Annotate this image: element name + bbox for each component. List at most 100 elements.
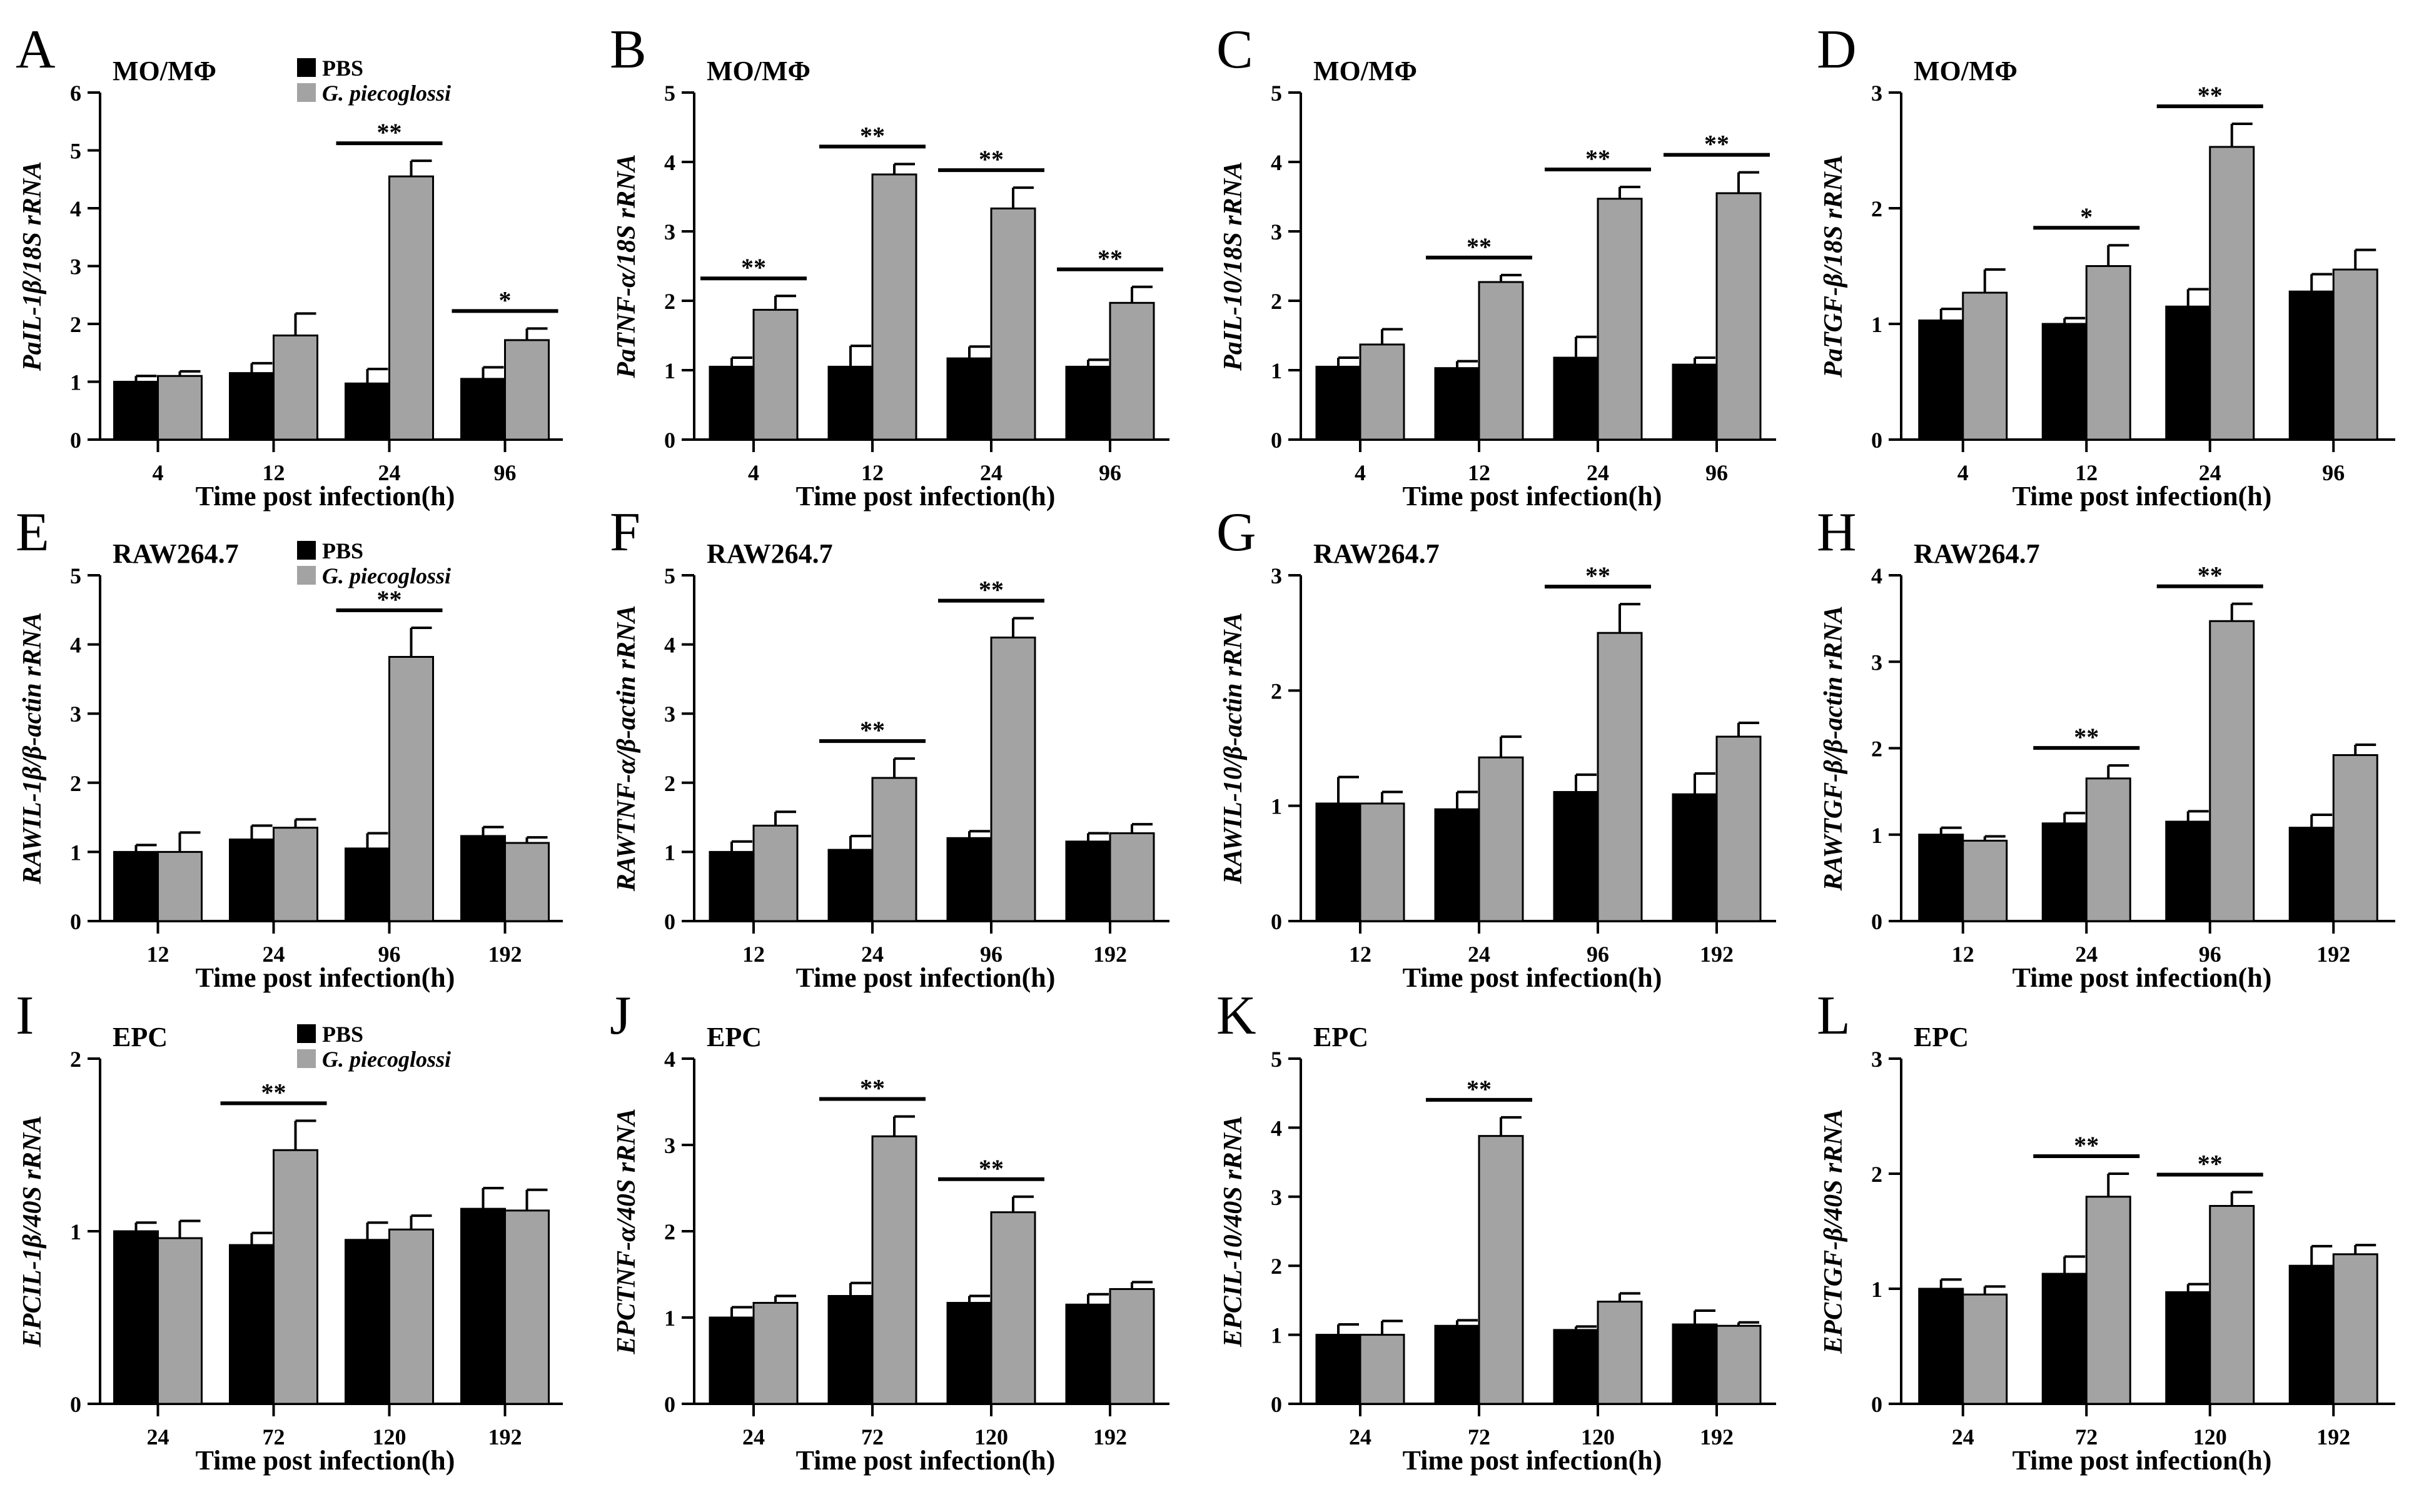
bar-infected: [2209, 620, 2255, 922]
y-tick-label: 2: [664, 289, 675, 314]
y-tick-label: 5: [664, 563, 675, 588]
x-tick-label: 12: [742, 942, 765, 967]
y-tick-label: 0: [1271, 428, 1282, 453]
bar-infected: [2332, 1253, 2378, 1405]
y-tick-label: 0: [70, 1392, 81, 1417]
y-tick-label: 3: [664, 702, 675, 727]
significance-marker: **: [261, 1078, 286, 1106]
bar-pbs: [709, 365, 755, 441]
y-tick-label: 3: [664, 1133, 675, 1158]
bar-infected: [1478, 281, 1524, 441]
y-tick-label: 4: [1271, 1116, 1282, 1141]
bar-pbs: [1672, 363, 1718, 441]
panel-letter: E: [16, 502, 49, 563]
bar-infected: [752, 308, 799, 441]
bar-pbs: [946, 357, 992, 441]
y-tick-label: 3: [1271, 1185, 1282, 1210]
bar-pbs: [460, 835, 506, 922]
y-tick-label: 1: [1871, 1277, 1882, 1302]
y-tick-label: 2: [1271, 678, 1282, 703]
bar-pbs: [1918, 1288, 1964, 1405]
panel-letter: K: [1216, 985, 1256, 1046]
panel-i: I EPC EPCIL-1β/40S rRNA 0 1 2 24 72 ** 120 192 Time…: [16, 985, 563, 1476]
bar-pbs: [1918, 834, 1964, 922]
legend-label-pbs: PBS: [322, 56, 363, 81]
bar-pbs: [946, 1302, 992, 1405]
significance-marker: **: [1467, 1075, 1492, 1103]
x-tick-label: 72: [2075, 1424, 2098, 1449]
y-tick-label: 5: [70, 563, 81, 588]
y-tick-label: 4: [664, 633, 675, 658]
y-tick-label: 0: [664, 428, 675, 453]
significance-marker: **: [741, 253, 766, 281]
x-tick-label: 4: [1957, 460, 1969, 485]
panel-title: MO/MΦ: [707, 56, 811, 86]
x-axis-label: Time post infection(h): [796, 481, 1056, 512]
y-axis-label: PaIL-1β/18S rRNA: [18, 161, 47, 371]
panel-letter: J: [610, 985, 631, 1046]
bar-infected: [1359, 802, 1405, 922]
x-tick-label: 72: [861, 1424, 884, 1449]
x-axis-label: Time post infection(h): [1403, 1445, 1662, 1476]
x-tick-label: 12: [1952, 942, 1974, 967]
x-axis-label: Time post infection(h): [196, 481, 455, 512]
significance-marker: **: [860, 716, 885, 744]
panel-title: RAW264.7: [1914, 538, 2040, 569]
bar-infected: [752, 1302, 799, 1405]
bar-infected: [273, 1149, 318, 1405]
bar-infected: [504, 1209, 550, 1405]
x-tick-label: 120: [974, 1424, 1008, 1449]
bar-pbs: [2041, 822, 2088, 922]
bar-pbs: [946, 837, 992, 922]
bar-pbs: [345, 1239, 390, 1405]
panel-letter: L: [1817, 985, 1851, 1046]
y-axis-label: EPCTGF-β/40S rRNA: [1819, 1109, 1848, 1354]
x-tick-label: 120: [2193, 1424, 2227, 1449]
bar-infected: [1109, 832, 1155, 922]
x-tick-label: 96: [2322, 460, 2345, 485]
bar-infected: [157, 850, 203, 922]
bar-infected: [1715, 192, 1762, 441]
bar-infected: [990, 1211, 1036, 1405]
bar-infected: [1597, 632, 1643, 922]
legend-label-pbs: PBS: [322, 1022, 363, 1047]
x-tick-label: 192: [1093, 1424, 1127, 1449]
x-axis-label: Time post infection(h): [2012, 1445, 2272, 1476]
panel-letter: D: [1817, 19, 1857, 80]
x-tick-label: 96: [1587, 942, 1609, 967]
bar-pbs: [1434, 367, 1480, 441]
y-axis-label: RAWIL-1β/β-actin rRNA: [18, 612, 47, 885]
y-tick-label: 1: [1871, 312, 1882, 337]
bar-pbs: [2165, 305, 2211, 441]
y-tick-label: 3: [70, 702, 81, 727]
y-tick-label: 1: [70, 840, 81, 865]
y-tick-label: 0: [1271, 1392, 1282, 1417]
y-tick-label: 2: [70, 312, 81, 337]
x-tick-label: 12: [1468, 460, 1490, 485]
bar-infected: [1715, 1324, 1762, 1405]
y-tick-label: 2: [1271, 1254, 1282, 1279]
x-tick-label: 192: [488, 942, 522, 967]
x-tick-label: 12: [263, 460, 285, 485]
significance-marker: **: [860, 121, 885, 149]
bar-infected: [1109, 1288, 1155, 1405]
x-axis-label: Time post infection(h): [2012, 962, 2272, 993]
bar-infected: [157, 1237, 203, 1405]
bar-pbs: [229, 838, 275, 922]
y-tick-label: 1: [1271, 358, 1282, 383]
x-axis-label: Time post infection(h): [1403, 481, 1662, 512]
y-tick-label: 1: [1871, 823, 1882, 848]
y-tick-label: 1: [664, 1306, 675, 1331]
x-tick-label: 24: [263, 942, 285, 967]
x-tick-label: 96: [980, 942, 1002, 967]
bar-infected: [871, 1135, 917, 1405]
y-tick-label: 2: [1871, 737, 1882, 762]
bar-infected: [1597, 1301, 1643, 1405]
y-tick-label: 3: [1271, 563, 1282, 588]
bar-infected: [1715, 735, 1762, 922]
legend-swatch-infected: [297, 566, 316, 585]
y-tick-label: 4: [1871, 563, 1882, 588]
panel-title: RAW264.7: [113, 538, 239, 569]
panel-letter: C: [1216, 19, 1253, 80]
